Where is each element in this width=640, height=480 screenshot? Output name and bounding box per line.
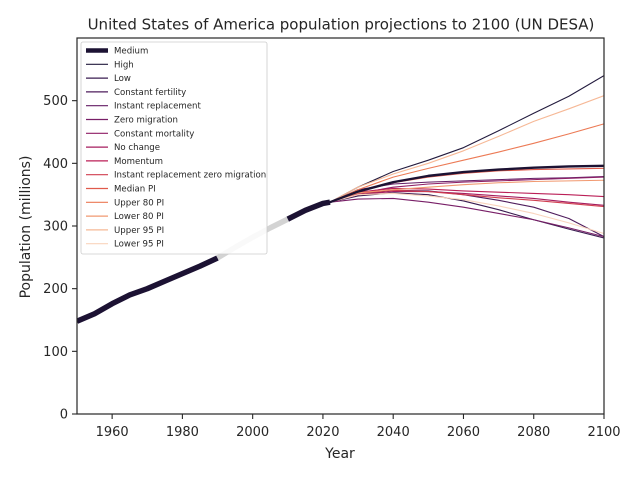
series-line-instant-replacement-zero-migration [329, 189, 604, 208]
y-tick-label: 500 [43, 94, 68, 109]
legend-item-zero-migration: Zero migration [86, 116, 178, 126]
legend-label: Medium [114, 47, 148, 57]
legend-item-instant-replacement-zero-migration: Instant replacement zero migration [86, 171, 266, 181]
x-tick-label: 1980 [166, 425, 199, 440]
legend-item-momentum: Momentum [86, 157, 163, 167]
legend-box [80, 41, 268, 255]
series-line-low [329, 192, 604, 239]
x-tick-label: 2100 [587, 425, 620, 440]
x-tick-label: 2060 [447, 425, 480, 440]
legend-label: Momentum [114, 157, 163, 167]
y-tick-label: 400 [43, 157, 68, 172]
legend-item-instant-replacement: Instant replacement [86, 102, 201, 112]
legend-label: Low [114, 74, 131, 84]
legend-label: Upper 80 PI [114, 198, 164, 208]
legend-item-lower-95-pi: Lower 95 PI [86, 240, 164, 250]
series-line-high [329, 75, 604, 203]
series-line-momentum [329, 187, 604, 203]
legend-item-constant-mortality: Constant mortality [86, 129, 194, 139]
legend-label: Constant fertility [114, 88, 186, 98]
historical-line-early [77, 255, 219, 324]
series-line-lower-95-pi [329, 192, 604, 235]
legend: Medium High Low Constant fertility Instant r… [80, 41, 268, 255]
legend-label: Lower 80 PI [114, 212, 164, 222]
legend-item-low: Low [86, 74, 131, 84]
legend-label: Upper 95 PI [114, 226, 164, 236]
y-axis-label: Population (millions) [18, 156, 34, 299]
y-tick-label: 0 [60, 408, 68, 423]
axes: 1960 1980 2000 2020 2040 2060 2080 2100 0 100 200 3… [43, 37, 621, 440]
x-tick-label: 2020 [306, 425, 339, 440]
x-tick-label: 2040 [377, 425, 410, 440]
x-tick-label: 1960 [96, 425, 129, 440]
series-line-no-change [329, 190, 604, 206]
legend-item-constant-fertility: Constant fertility [86, 88, 186, 98]
legend-label: Zero migration [114, 116, 178, 126]
legend-label: Instant replacement [114, 102, 201, 112]
legend-item-lower-80-pi: Lower 80 PI [86, 212, 164, 222]
legend-item-upper-80-pi: Upper 80 PI [86, 198, 164, 208]
y-tick-label: 200 [43, 282, 68, 297]
legend-item-median-pi: Median PI [86, 185, 156, 195]
x-tick-label: 2080 [517, 425, 550, 440]
y-tick-label: 300 [43, 220, 68, 235]
series-line-upper-95-pi [329, 95, 604, 203]
x-tick-label: 2000 [236, 425, 269, 440]
legend-label: Constant mortality [114, 129, 194, 139]
x-axis-label: Year [324, 446, 355, 462]
series-line-upper-80-pi [329, 123, 604, 203]
legend-label: Median PI [114, 185, 156, 195]
series-line-lower-80-pi [329, 179, 604, 203]
historical-line-late [286, 199, 331, 222]
series-line-medium [328, 164, 604, 204]
legend-label: High [114, 60, 134, 70]
legend-item-upper-95-pi: Upper 95 PI [86, 226, 164, 236]
series-line-constant-fertility [329, 189, 604, 238]
legend-label: Lower 95 PI [114, 240, 164, 250]
legend-item-medium: Medium [86, 47, 148, 57]
y-tick-label: 100 [43, 345, 68, 360]
legend-item-no-change: No change [86, 143, 160, 153]
legend-label: Instant replacement zero migration [114, 171, 266, 181]
series-line-zero-migration [329, 197, 604, 238]
chart-title: United States of America population proj… [88, 16, 595, 34]
legend-item-high: High [86, 60, 134, 70]
legend-label: No change [114, 143, 160, 153]
